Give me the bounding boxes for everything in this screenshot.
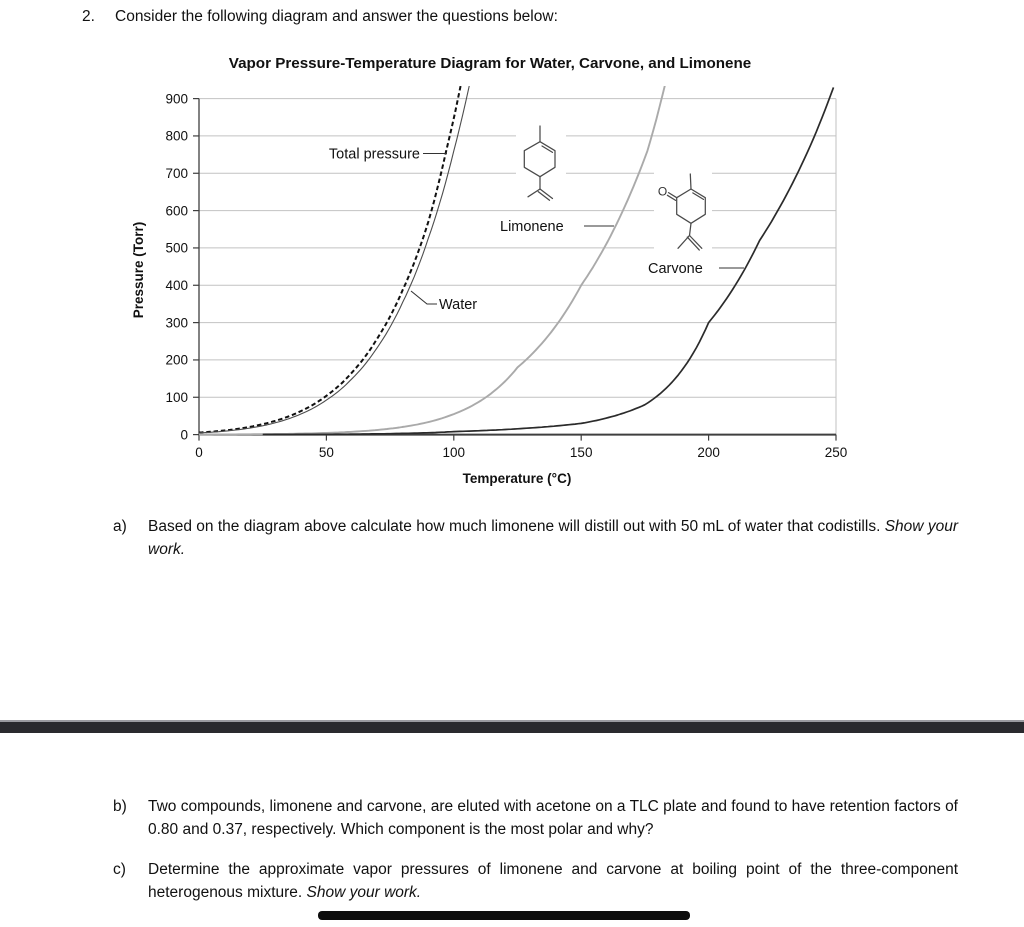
svg-text:150: 150 — [570, 445, 593, 460]
page-divider-band — [0, 720, 1024, 733]
total-pressure-curve — [198, 86, 462, 434]
structure-masks — [516, 122, 712, 256]
svg-text:500: 500 — [165, 241, 188, 256]
x-axis-title: Temperature (°C) — [463, 471, 572, 486]
question-a-work-note: Show your work. — [148, 518, 958, 558]
svg-text:400: 400 — [165, 278, 188, 293]
bottom-rule — [318, 911, 690, 920]
svg-text:900: 900 — [165, 91, 188, 106]
chart-grid: 0 100 200 300 400 500 600 700 800 900 0 50 100 150 200… — [165, 91, 847, 460]
svg-text:700: 700 — [165, 166, 188, 181]
chart-title: Vapor Pressure-Temperature Diagram for W… — [228, 55, 752, 72]
water-curve-label: Water — [439, 297, 477, 313]
question-a-text: Based on the diagram above calculate how… — [148, 518, 958, 558]
question-c-work-note: Show your work. — [306, 884, 422, 901]
limonene-curve-label: Limonene — [500, 219, 564, 235]
carvone-curve-label: Carvone — [648, 261, 703, 277]
y-axis-title: Pressure (Torr) — [131, 222, 146, 319]
svg-text:250: 250 — [825, 445, 848, 460]
carvone-oxygen-atom-label: O — [658, 185, 667, 199]
problem-heading: 2. Consider the following diagram and an… — [82, 7, 962, 27]
svg-text:300: 300 — [165, 315, 188, 330]
svg-text:800: 800 — [165, 129, 188, 144]
question-c-text: Determine the approximate vapor pressure… — [148, 861, 958, 901]
question-b-label: b) — [113, 798, 127, 815]
svg-text:50: 50 — [319, 445, 334, 460]
water-curve — [198, 86, 470, 434]
svg-text:600: 600 — [165, 203, 188, 218]
problem-number: 2. — [82, 8, 95, 25]
question-b-text: Two compounds, limonene and carvone, are… — [148, 798, 958, 838]
svg-text:200: 200 — [697, 445, 720, 460]
question-c: c) Determine the approximate vapor press… — [113, 858, 958, 904]
carvone-structure-icon — [666, 173, 706, 251]
carvone-curve — [262, 87, 835, 436]
curve-annotations — [410, 152, 744, 305]
total-pressure-curve-label: Total pressure — [329, 147, 420, 163]
question-c-label: c) — [113, 861, 126, 878]
question-b: b) Two compounds, limonene and carvone, … — [113, 795, 958, 841]
problem-prompt: Consider the following diagram and answe… — [115, 8, 558, 25]
chart-curves — [198, 86, 835, 436]
vapor-pressure-chart: 0 100 200 300 400 500 600 700 800 900 0 50 100 150 200… — [131, 86, 847, 486]
question-a-label: a) — [113, 518, 127, 535]
limonene-structure-icon — [523, 125, 556, 201]
svg-text:0: 0 — [180, 427, 188, 442]
svg-text:0: 0 — [195, 445, 203, 460]
svg-text:100: 100 — [165, 390, 188, 405]
svg-text:200: 200 — [165, 353, 188, 368]
svg-text:100: 100 — [443, 445, 466, 460]
question-a: a) Based on the diagram above calculate … — [113, 515, 958, 561]
